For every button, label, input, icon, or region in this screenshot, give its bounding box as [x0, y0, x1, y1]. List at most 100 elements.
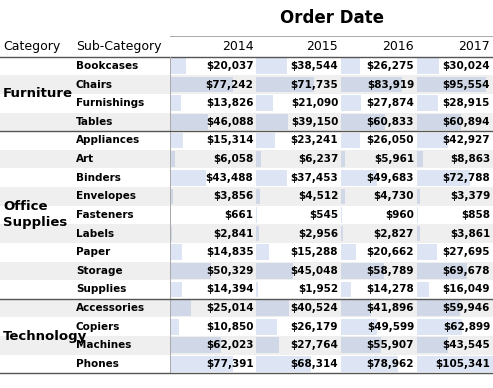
Bar [417, 338, 449, 353]
Text: $20,662: $20,662 [367, 247, 414, 257]
Bar [417, 58, 439, 74]
Bar [0, 131, 493, 150]
Bar [0, 317, 493, 336]
Bar [417, 244, 437, 260]
Text: $1,952: $1,952 [298, 284, 338, 294]
Text: $59,946: $59,946 [443, 303, 490, 313]
Bar [341, 244, 356, 260]
Bar [341, 300, 371, 316]
Text: $13,826: $13,826 [206, 98, 253, 108]
Text: $3,861: $3,861 [450, 229, 490, 239]
Text: $72,788: $72,788 [442, 173, 490, 183]
Text: $10,850: $10,850 [206, 322, 253, 332]
Text: $83,919: $83,919 [367, 80, 414, 90]
Bar [0, 94, 493, 113]
Bar [417, 114, 461, 130]
Text: $43,545: $43,545 [442, 340, 490, 350]
Text: $105,341: $105,341 [435, 359, 490, 369]
Text: 2016: 2016 [383, 40, 414, 53]
Text: $21,090: $21,090 [291, 98, 338, 108]
Text: $38,544: $38,544 [290, 61, 338, 71]
Text: Furniture: Furniture [3, 87, 73, 100]
Bar [417, 226, 420, 241]
Text: $26,179: $26,179 [291, 322, 338, 332]
Text: $27,874: $27,874 [366, 98, 414, 108]
Bar [170, 133, 182, 148]
Text: $40,524: $40,524 [290, 303, 338, 313]
Bar [341, 151, 346, 167]
Text: $2,827: $2,827 [374, 229, 414, 239]
Text: $77,242: $77,242 [206, 80, 253, 90]
Text: $71,735: $71,735 [290, 80, 338, 90]
Text: $42,927: $42,927 [442, 135, 490, 146]
Bar [256, 263, 293, 279]
Bar [417, 170, 469, 185]
Bar [0, 355, 493, 373]
Text: $49,599: $49,599 [367, 322, 414, 332]
Bar [256, 114, 288, 130]
Text: $69,678: $69,678 [443, 266, 490, 276]
Text: 2014: 2014 [222, 40, 253, 53]
Text: $25,014: $25,014 [206, 303, 253, 313]
Text: $41,896: $41,896 [367, 303, 414, 313]
Bar [256, 95, 273, 111]
Bar [170, 338, 221, 353]
Bar [170, 95, 181, 111]
Text: $78,962: $78,962 [367, 359, 414, 369]
Bar [341, 338, 382, 353]
Bar [256, 77, 314, 92]
Text: $20,037: $20,037 [206, 61, 253, 71]
Bar [0, 75, 493, 94]
Bar [256, 226, 259, 241]
Text: Appliances: Appliances [76, 135, 140, 146]
Bar [256, 189, 260, 204]
Text: $62,023: $62,023 [206, 340, 253, 350]
Text: $27,764: $27,764 [290, 340, 338, 350]
Text: $545: $545 [309, 210, 338, 220]
Text: $50,329: $50,329 [206, 266, 253, 276]
Bar [417, 263, 467, 279]
Bar [170, 77, 233, 92]
Bar [417, 151, 423, 167]
Text: $8,863: $8,863 [450, 154, 490, 164]
Bar [417, 95, 438, 111]
Bar [341, 319, 377, 334]
Text: $30,024: $30,024 [442, 61, 490, 71]
Text: Machines: Machines [76, 340, 131, 350]
Bar [0, 299, 493, 317]
Text: $26,050: $26,050 [367, 135, 414, 146]
Text: $28,915: $28,915 [443, 98, 490, 108]
Text: $14,394: $14,394 [206, 284, 253, 294]
Bar [170, 58, 186, 74]
Bar [170, 356, 234, 372]
Bar [341, 263, 384, 279]
Text: Binders: Binders [76, 173, 121, 183]
Bar [417, 189, 420, 204]
Bar [170, 114, 208, 130]
Text: $62,899: $62,899 [443, 322, 490, 332]
Bar [417, 300, 460, 316]
Bar [0, 280, 493, 299]
Text: $3,379: $3,379 [450, 191, 490, 201]
Text: $4,730: $4,730 [374, 191, 414, 201]
Text: $16,049: $16,049 [443, 284, 490, 294]
Text: $661: $661 [224, 210, 253, 220]
Text: Storage: Storage [76, 266, 123, 276]
Text: $55,907: $55,907 [367, 340, 414, 350]
Bar [0, 187, 493, 206]
Bar [341, 207, 342, 223]
Bar [0, 262, 493, 280]
Text: $46,088: $46,088 [206, 117, 253, 127]
Bar [256, 300, 289, 316]
Text: Category: Category [3, 40, 60, 53]
Bar [0, 206, 493, 224]
Bar [417, 319, 462, 334]
Bar [256, 338, 279, 353]
Bar [170, 263, 211, 279]
Text: $6,058: $6,058 [213, 154, 253, 164]
Text: Office
Supplies: Office Supplies [3, 201, 67, 229]
Bar [0, 224, 493, 243]
Text: Sub-Category: Sub-Category [76, 40, 161, 53]
Bar [341, 226, 343, 241]
Text: Accessories: Accessories [76, 303, 145, 313]
